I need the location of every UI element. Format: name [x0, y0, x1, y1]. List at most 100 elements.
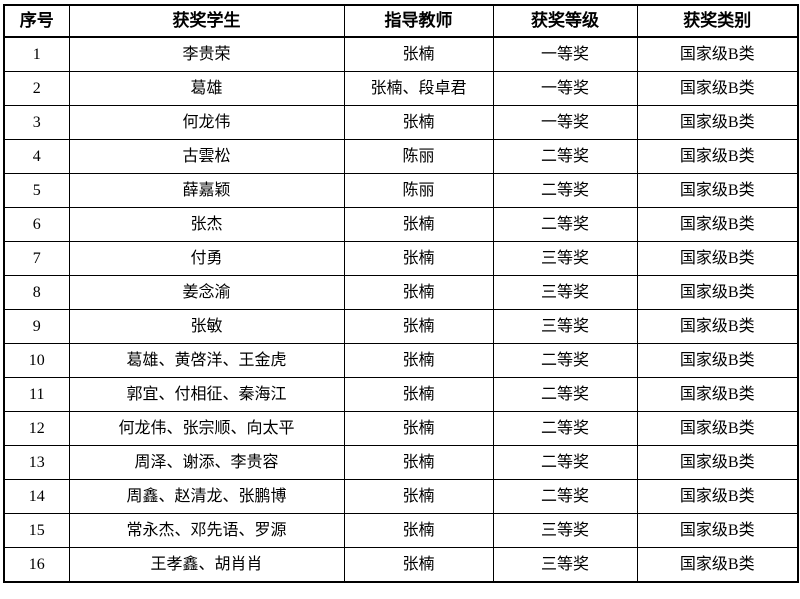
cell-index: 6: [3, 207, 70, 242]
table-row: 14 周鑫、赵清龙、张鹏博 张楠 二等奖 国家级B类: [3, 479, 799, 514]
cell-students: 张敏: [68, 309, 345, 344]
table-row: 11 郭宜、付相征、秦海江 张楠 二等奖 国家级B类: [3, 377, 799, 412]
cell-teacher: 张楠: [343, 207, 494, 242]
awards-table-page: 序号 获奖学生 指导教师 获奖等级 获奖类别 1 李贵荣 张楠 一等奖 国家级B类 2 葛雄 张楠、段…: [3, 4, 799, 583]
table-row: 2 葛雄 张楠、段卓君 一等奖 国家级B类: [3, 71, 799, 106]
cell-level: 一等奖: [492, 71, 638, 106]
cell-index: 16: [3, 547, 70, 583]
cell-index: 5: [3, 173, 70, 208]
cell-teacher: 张楠: [343, 105, 494, 140]
cell-category: 国家级B类: [636, 71, 799, 106]
table-row: 3 何龙伟 张楠 一等奖 国家级B类: [3, 105, 799, 140]
cell-index: 8: [3, 275, 70, 310]
table-row: 7 付勇 张楠 三等奖 国家级B类: [3, 241, 799, 276]
cell-category: 国家级B类: [636, 445, 799, 480]
table-row: 8 姜念渝 张楠 三等奖 国家级B类: [3, 275, 799, 310]
cell-category: 国家级B类: [636, 547, 799, 583]
cell-category: 国家级B类: [636, 309, 799, 344]
cell-category: 国家级B类: [636, 343, 799, 378]
table-row: 16 王孝鑫、胡肖肖 张楠 三等奖 国家级B类: [3, 547, 799, 583]
cell-level: 三等奖: [492, 309, 638, 344]
column-header-index: 序号: [3, 4, 70, 38]
table-row: 9 张敏 张楠 三等奖 国家级B类: [3, 309, 799, 344]
cell-level: 二等奖: [492, 343, 638, 378]
cell-level: 二等奖: [492, 377, 638, 412]
cell-level: 一等奖: [492, 105, 638, 140]
cell-students: 王孝鑫、胡肖肖: [68, 547, 345, 583]
table-row: 12 何龙伟、张宗顺、向太平 张楠 二等奖 国家级B类: [3, 411, 799, 446]
cell-category: 国家级B类: [636, 36, 799, 72]
cell-teacher: 陈丽: [343, 173, 494, 208]
cell-students: 薛嘉颖: [68, 173, 345, 208]
cell-index: 2: [3, 71, 70, 106]
header-row: 序号 获奖学生 指导教师 获奖等级 获奖类别: [3, 4, 799, 38]
cell-students: 葛雄、黄啓洋、王金虎: [68, 343, 345, 378]
table-body: 1 李贵荣 张楠 一等奖 国家级B类 2 葛雄 张楠、段卓君 一等奖 国家级B类 3 何龙伟 张楠 一等奖…: [3, 36, 799, 583]
cell-students: 古雲松: [68, 139, 345, 174]
cell-level: 二等奖: [492, 479, 638, 514]
cell-level: 三等奖: [492, 275, 638, 310]
table-header: 序号 获奖学生 指导教师 获奖等级 获奖类别: [3, 4, 799, 38]
cell-teacher: 张楠: [343, 479, 494, 514]
cell-level: 二等奖: [492, 173, 638, 208]
cell-category: 国家级B类: [636, 377, 799, 412]
cell-level: 二等奖: [492, 445, 638, 480]
cell-teacher: 张楠: [343, 377, 494, 412]
table-row: 6 张杰 张楠 二等奖 国家级B类: [3, 207, 799, 242]
cell-teacher: 张楠: [343, 343, 494, 378]
cell-teacher: 张楠、段卓君: [343, 71, 494, 106]
cell-index: 12: [3, 411, 70, 446]
cell-students: 葛雄: [68, 71, 345, 106]
table-row: 4 古雲松 陈丽 二等奖 国家级B类: [3, 139, 799, 174]
column-header-students: 获奖学生: [68, 4, 345, 38]
cell-level: 三等奖: [492, 547, 638, 583]
column-header-teacher: 指导教师: [343, 4, 494, 38]
cell-index: 11: [3, 377, 70, 412]
cell-teacher: 陈丽: [343, 139, 494, 174]
table-row: 5 薛嘉颖 陈丽 二等奖 国家级B类: [3, 173, 799, 208]
table-row: 1 李贵荣 张楠 一等奖 国家级B类: [3, 36, 799, 72]
table-row: 10 葛雄、黄啓洋、王金虎 张楠 二等奖 国家级B类: [3, 343, 799, 378]
cell-teacher: 张楠: [343, 275, 494, 310]
cell-teacher: 张楠: [343, 445, 494, 480]
cell-category: 国家级B类: [636, 105, 799, 140]
cell-category: 国家级B类: [636, 411, 799, 446]
cell-students: 周泽、谢添、李贵容: [68, 445, 345, 480]
cell-teacher: 张楠: [343, 547, 494, 583]
cell-level: 三等奖: [492, 241, 638, 276]
cell-category: 国家级B类: [636, 479, 799, 514]
cell-students: 何龙伟: [68, 105, 345, 140]
column-header-category: 获奖类别: [636, 4, 799, 38]
cell-index: 1: [3, 36, 70, 72]
cell-students: 姜念渝: [68, 275, 345, 310]
cell-teacher: 张楠: [343, 309, 494, 344]
cell-level: 二等奖: [492, 139, 638, 174]
cell-index: 4: [3, 139, 70, 174]
cell-students: 周鑫、赵清龙、张鹏博: [68, 479, 345, 514]
column-header-level: 获奖等级: [492, 4, 638, 38]
cell-students: 李贵荣: [68, 36, 345, 72]
cell-index: 15: [3, 513, 70, 548]
cell-index: 9: [3, 309, 70, 344]
cell-level: 二等奖: [492, 411, 638, 446]
cell-category: 国家级B类: [636, 513, 799, 548]
cell-index: 14: [3, 479, 70, 514]
cell-index: 10: [3, 343, 70, 378]
cell-category: 国家级B类: [636, 207, 799, 242]
cell-level: 一等奖: [492, 36, 638, 72]
cell-students: 付勇: [68, 241, 345, 276]
cell-index: 13: [3, 445, 70, 480]
cell-students: 张杰: [68, 207, 345, 242]
cell-teacher: 张楠: [343, 513, 494, 548]
cell-students: 常永杰、邓先语、罗源: [68, 513, 345, 548]
awards-table: 序号 获奖学生 指导教师 获奖等级 获奖类别 1 李贵荣 张楠 一等奖 国家级B类 2 葛雄 张楠、段…: [3, 4, 799, 583]
cell-students: 郭宜、付相征、秦海江: [68, 377, 345, 412]
cell-index: 3: [3, 105, 70, 140]
cell-students: 何龙伟、张宗顺、向太平: [68, 411, 345, 446]
cell-category: 国家级B类: [636, 241, 799, 276]
cell-level: 二等奖: [492, 207, 638, 242]
cell-teacher: 张楠: [343, 36, 494, 72]
cell-category: 国家级B类: [636, 139, 799, 174]
cell-index: 7: [3, 241, 70, 276]
cell-teacher: 张楠: [343, 411, 494, 446]
